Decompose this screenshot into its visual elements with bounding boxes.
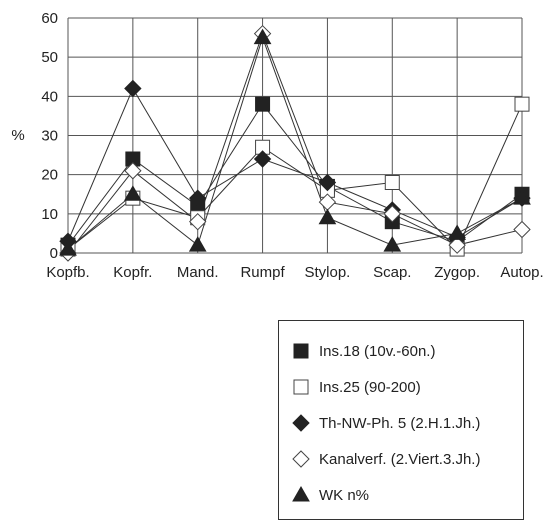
legend-label: Kanalverf. (2.Viert.3.Jh.)	[319, 450, 481, 468]
legend-item: Kanalverf. (2.Viert.3.Jh.)	[291, 447, 480, 471]
legend-marker-icon	[293, 343, 309, 359]
x-tick-label: Scap.	[373, 264, 411, 281]
x-ticks: Kopfb. Kopfr. Mand. Rumpf Stylop. Scap. Zygop.…	[46, 264, 543, 281]
data-point-marker	[253, 28, 272, 45]
data-point-marker	[124, 162, 142, 180]
data-point-marker	[448, 224, 467, 240]
data-point-marker	[255, 96, 271, 112]
x-tick-label: Rumpf	[240, 264, 285, 281]
y-axis-label: %	[11, 127, 24, 144]
legend-label: WK n%	[319, 486, 370, 504]
x-tick-label: Zygop.	[434, 264, 480, 281]
data-point-marker	[383, 205, 401, 223]
line-chart: % 0 10 20 30 40 50 60 Kopfb. Kopfr. Mand. Rumpf St…	[11, 10, 543, 281]
series-line	[67, 103, 523, 250]
data-point-marker	[293, 343, 309, 359]
data-point-marker	[253, 150, 272, 168]
chart: % 0 10 20 30 40 50 60 Kopfb. Kopfr. Mand. Rumpf St…	[11, 10, 543, 281]
y-tick-label: 50	[41, 49, 58, 66]
data-point-marker	[384, 175, 400, 190]
series-markers-group	[59, 28, 531, 256]
data-point-marker	[123, 185, 142, 201]
series-lines	[67, 32, 523, 254]
y-tick-label: 20	[41, 167, 58, 184]
legend-label: Th-NW-Ph. 5 (2.H.1.Jh.)	[319, 414, 481, 432]
data-point-marker	[189, 189, 207, 207]
legend-label: Ins.25 (90-200)	[319, 378, 421, 396]
series-line	[67, 87, 523, 242]
x-tick-label: Stylop.	[304, 264, 350, 281]
y-tick-label: 10	[41, 206, 58, 223]
data-point-marker	[513, 220, 531, 239]
legend-marker-icon	[292, 485, 310, 502]
y-ticks: 0 10 20 30 40 50 60	[41, 10, 58, 262]
legend-item: Ins.18 (10v.-60n.)	[291, 339, 435, 363]
x-tick-label: Kopfr.	[113, 264, 152, 281]
legend-marker-icon	[292, 414, 310, 432]
x-tick-label: Kopfb.	[46, 264, 89, 281]
legend: Ins.18 (10v.-60n.) Ins.25 (90-200) Th-NW-P…	[278, 320, 524, 520]
data-point-marker	[188, 236, 207, 252]
data-point-marker	[292, 450, 310, 468]
legend-item: WK n%	[291, 483, 369, 507]
data-point-marker	[124, 79, 142, 98]
data-point-marker	[383, 236, 402, 252]
series-line	[67, 32, 523, 254]
y-tick-label: 30	[41, 128, 58, 145]
legend-marker-icon	[292, 450, 310, 468]
data-point-marker	[448, 236, 466, 254]
x-tick-label: Autop.	[500, 264, 543, 281]
data-point-marker	[514, 96, 530, 112]
x-tick-label: Mand.	[177, 264, 219, 281]
legend-label: Ins.18 (10v.-60n.)	[319, 342, 436, 360]
y-tick-label: 0	[50, 245, 58, 262]
legend-marker-icon	[293, 379, 309, 395]
data-point-marker	[293, 379, 309, 395]
series-markers	[59, 24, 531, 262]
series-markers-group	[59, 24, 531, 262]
legend-item: Th-NW-Ph. 5 (2.H.1.Jh.)	[291, 411, 480, 435]
series-line	[67, 36, 523, 250]
data-point-marker	[513, 189, 531, 205]
y-tick-label: 60	[41, 10, 58, 27]
data-point-marker	[292, 414, 310, 432]
y-tick-label: 40	[41, 88, 58, 105]
data-point-marker	[189, 212, 207, 231]
data-point-marker	[318, 208, 337, 225]
data-point-marker	[318, 173, 337, 192]
data-point-marker	[59, 240, 77, 256]
legend-item: Ins.25 (90-200)	[291, 375, 421, 399]
data-point-marker	[292, 485, 310, 502]
grid	[67, 17, 523, 254]
